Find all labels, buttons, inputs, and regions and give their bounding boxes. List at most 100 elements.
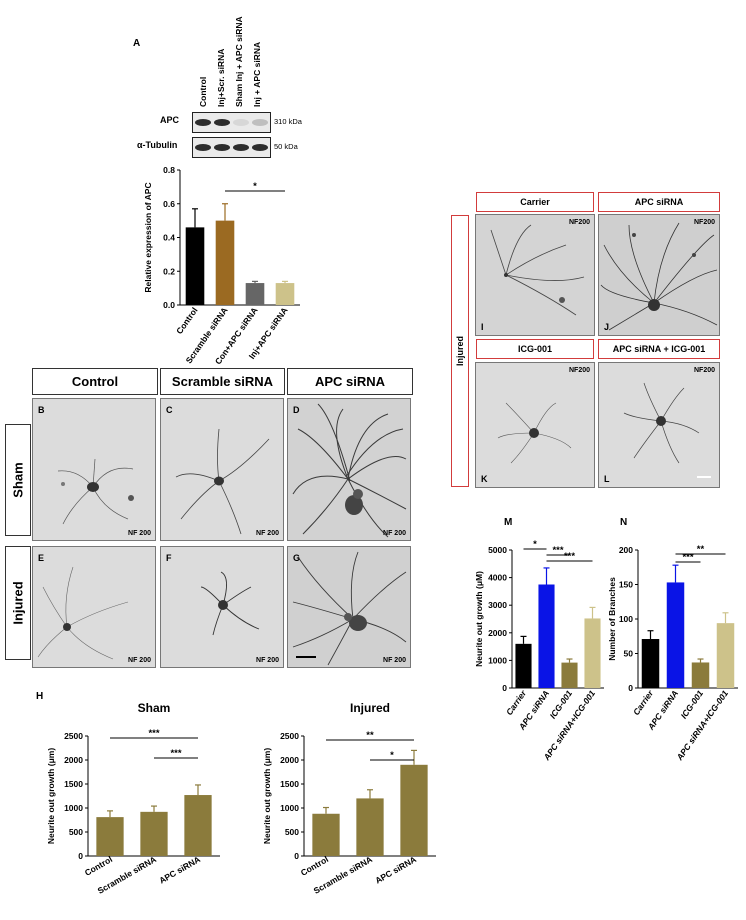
blot-band [233,144,249,151]
micrograph-letter: I [481,322,484,332]
scale-bar [296,656,316,658]
micrograph-marker: NF 200 [383,657,406,664]
bar [400,764,428,856]
micrograph-marker: NF 200 [256,657,279,664]
micrograph-c: C NF 200 [160,398,284,541]
significance-label: * [253,181,257,192]
y-tick-label: 0 [502,683,507,693]
title-apc-sirna: APC siRNA [598,192,720,212]
micrograph-marker: NF 200 [383,530,406,537]
bar [641,639,660,688]
micrograph-f: F NF 200 [160,546,284,668]
x-tick-label: APC siRNA [157,854,202,886]
bar [716,623,735,688]
significance-label: *** [552,545,563,556]
micrograph-marker: NF200 [568,219,590,226]
bar [245,283,265,305]
blot-protein-tubulin: α-Tubulin [137,140,178,150]
bar [691,662,710,688]
scale-bar [697,476,711,478]
column-header-scramble: Scramble siRNA [160,368,285,395]
blot-band [195,119,211,126]
significance-label: ** [366,730,374,741]
y-tick-label: 2000 [64,755,83,765]
y-tick-label: 500 [69,827,83,837]
bar [96,817,124,856]
y-tick-label: 0 [628,683,633,693]
chart-apc-expression: 0.0 0.2 0.4 0.6 0.8 Relative expression of AP… [143,165,300,366]
chart-branches-n: 0 50 100 150 200 Number of Branches Carrier APC… [607,544,738,763]
chart-neurite-m: 0 1000 2000 3000 4000 5000 Neurite out growth … [474,539,604,763]
side-label-injured: Injured [451,215,469,487]
micrograph-letter: E [38,553,45,563]
micrograph-marker: NF 200 [128,657,151,664]
micrograph-letter: B [38,405,45,415]
bar [515,643,532,688]
lane-label: Control [198,77,208,107]
lane-label: Inj + APC siRNA [252,42,262,107]
y-tick-label: 5000 [488,545,507,555]
bar [215,220,235,305]
chart-title: Sham [138,701,171,715]
micrograph-letter: L [604,474,610,484]
micrograph-i: I NF200 [475,214,595,336]
y-tick-label: 150 [619,580,633,590]
y-axis-label: Neurite out growth (μm) [262,748,272,845]
y-axis-label: Neurite out growth (μM) [474,571,484,667]
bar [275,283,295,305]
bar [185,227,205,305]
bar [312,813,340,856]
micrograph-e: E NF 200 [32,546,156,668]
blot-band [252,119,268,126]
micrograph-letter: J [604,322,610,332]
row-label-injured: Injured [5,546,31,660]
blot-lane-labels: Control Inj+Scr. siRNA Sham Inj + APC si… [198,16,262,107]
y-tick-label: 50 [624,649,634,659]
blot-strip-tubulin [192,137,271,158]
micrograph-letter: G [293,553,301,563]
panel-label-n: N [620,517,628,528]
x-tick-label: APC siRNA+ICG-001 [674,688,730,763]
bar [561,662,578,688]
micrograph-letter: K [481,474,488,484]
micrograph-d: D NF 200 [287,398,411,541]
blot-protein-apc: APC [160,115,180,125]
y-tick-label: 0 [78,851,83,861]
significance-label: *** [170,748,181,759]
y-tick-label: 200 [619,545,633,555]
micrograph-letter: C [166,405,173,415]
panel-label-m: M [504,517,513,528]
significance-label: *** [682,552,693,563]
micrograph-letter: F [166,553,172,563]
y-tick-label: 0.2 [163,266,175,276]
panel-label-h: H [36,691,44,702]
y-tick-label: 2500 [280,731,299,741]
y-tick-label: 1000 [64,803,83,813]
row-label-sham: Sham [5,424,31,536]
blot-size-tubulin: 50 kDa [274,142,298,151]
bar [666,582,685,688]
blot-size-apc: 310 kDa [274,117,302,126]
significance-label: * [533,539,537,550]
bar [538,584,555,688]
blot-band [233,119,249,126]
x-tick-label: APC siRNA [373,854,418,886]
blot-band [214,144,230,151]
y-tick-label: 0.4 [163,233,175,243]
micrograph-l: L NF200 [598,362,720,488]
micrograph-marker: NF 200 [128,530,151,537]
panel-label-a: A [133,38,141,49]
micrograph-marker: NF200 [568,367,590,374]
micrograph-marker: NF 200 [256,530,279,537]
y-tick-label: 0.0 [163,300,175,310]
y-tick-label: 1500 [64,779,83,789]
y-tick-label: 0.6 [163,199,175,209]
micrograph-letter: D [293,405,300,415]
bar [584,618,601,688]
x-tick-label: Carrier [631,688,656,717]
y-tick-label: 4000 [488,573,507,583]
micrograph-g: G NF 200 [287,546,411,668]
y-tick-label: 500 [285,827,299,837]
y-tick-label: 0 [294,851,299,861]
x-tick-label: Control [299,854,330,878]
